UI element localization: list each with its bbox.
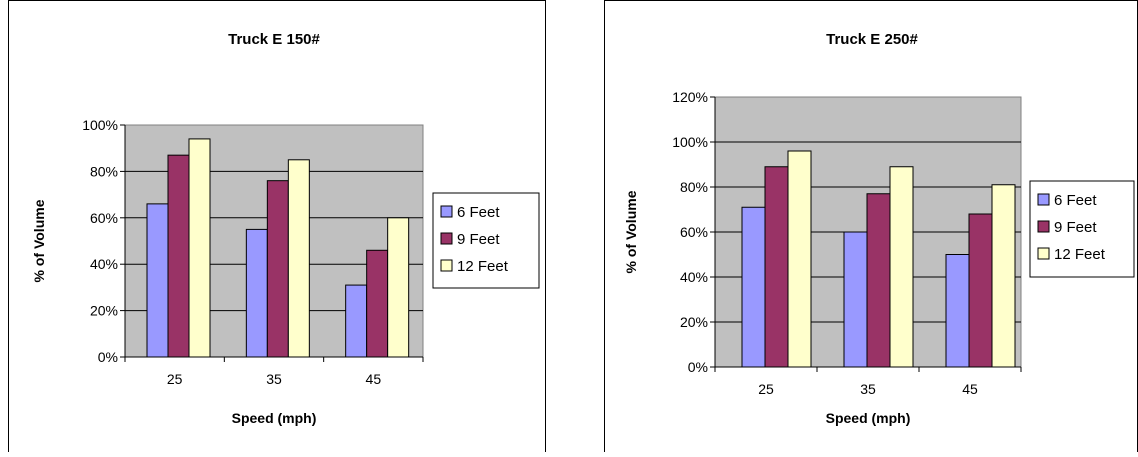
legend-swatch xyxy=(1037,193,1050,206)
bar-12-feet-25 xyxy=(188,138,211,358)
legend-swatch xyxy=(1037,220,1050,233)
y-tick-label: 100% xyxy=(672,134,708,150)
legend-label: 9 Feet xyxy=(457,231,500,248)
bar-6-feet-25 xyxy=(146,203,169,358)
y-axis-label: % of Volume xyxy=(623,190,639,273)
bar-6-feet-25 xyxy=(741,206,766,368)
bar-6-feet-35 xyxy=(843,231,868,368)
bar-9-feet-25 xyxy=(764,166,789,368)
x-axis-label: Speed (mph) xyxy=(826,410,911,426)
y-tick-label: 40% xyxy=(90,256,118,272)
bar-12-feet-45 xyxy=(387,217,410,358)
chart-svg: 0% 20% 40% 60% 80% 100% 120% 25 35 45 Truck E 25… xyxy=(604,0,1138,457)
x-tick-label: 45 xyxy=(962,381,978,397)
chart-truck-e-150: 0% 20% 40% 60% 80% 100% 25 35 45 Truck E 150# S… xyxy=(8,0,546,457)
bar-12-feet-45 xyxy=(991,184,1016,368)
legend: 6 Feet 9 Feet 12 Feet xyxy=(1029,180,1135,278)
legend-label: 6 Feet xyxy=(457,204,500,221)
x-tick-label: 35 xyxy=(266,371,282,387)
legend-swatch xyxy=(440,259,453,272)
x-tick-label: 25 xyxy=(167,371,183,387)
bar-9-feet-45 xyxy=(366,249,389,358)
chart-title: Truck E 250# xyxy=(826,31,918,48)
y-tick-label: 0% xyxy=(98,349,118,365)
legend-label: 12 Feet xyxy=(1054,246,1106,263)
bar-9-feet-35 xyxy=(866,193,891,368)
y-tick-label: 60% xyxy=(90,210,118,226)
chart-truck-e-250: 0% 20% 40% 60% 80% 100% 120% 25 35 45 Truck E 25… xyxy=(604,0,1138,457)
x-tick-label: 45 xyxy=(366,371,382,387)
bar-12-feet-25 xyxy=(787,150,812,368)
y-tick-label: 0% xyxy=(688,359,708,375)
x-tick-label: 35 xyxy=(860,381,876,397)
y-tick-label: 120% xyxy=(672,89,708,105)
bar-9-feet-35 xyxy=(266,180,289,358)
bar-6-feet-35 xyxy=(245,228,268,358)
legend-swatch xyxy=(440,205,453,218)
bar-12-feet-35 xyxy=(889,166,914,368)
bar-9-feet-45 xyxy=(968,213,993,368)
y-tick-label: 20% xyxy=(90,303,118,319)
legend-swatch xyxy=(1037,247,1050,260)
legend-label: 6 Feet xyxy=(1054,192,1097,209)
y-tick-label: 80% xyxy=(90,163,118,179)
legend-label: 9 Feet xyxy=(1054,219,1097,236)
x-tick-label: 25 xyxy=(758,381,774,397)
y-tick-label: 40% xyxy=(680,269,708,285)
y-tick-label: 80% xyxy=(680,179,708,195)
bar-9-feet-25 xyxy=(167,154,190,358)
bar-6-feet-45 xyxy=(945,254,970,368)
y-tick-label: 60% xyxy=(680,224,708,240)
legend-label: 12 Feet xyxy=(457,258,509,275)
bar-6-feet-45 xyxy=(345,284,368,358)
legend: 6 Feet 9 Feet 12 Feet xyxy=(432,192,540,289)
y-axis-label: % of Volume xyxy=(31,199,47,282)
chart-title: Truck E 150# xyxy=(228,31,320,48)
x-axis-label: Speed (mph) xyxy=(232,410,317,426)
chart-svg: 0% 20% 40% 60% 80% 100% 25 35 45 Truck E 150# S… xyxy=(8,0,546,457)
y-tick-label: 20% xyxy=(680,314,708,330)
bar-12-feet-35 xyxy=(287,159,310,358)
legend-swatch xyxy=(440,232,453,245)
y-tick-label: 100% xyxy=(82,117,118,133)
